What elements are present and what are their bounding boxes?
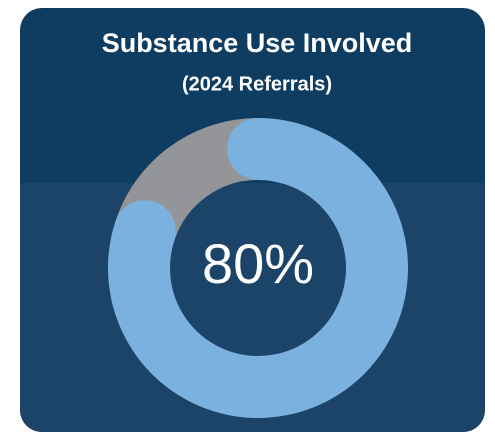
donut-segment [108, 118, 408, 418]
chart-title: Substance Use Involved [102, 28, 413, 58]
card [20, 8, 485, 432]
chart-subtitle: (2024 Referrals) [182, 73, 332, 95]
center-value-label: 80% [202, 232, 314, 295]
